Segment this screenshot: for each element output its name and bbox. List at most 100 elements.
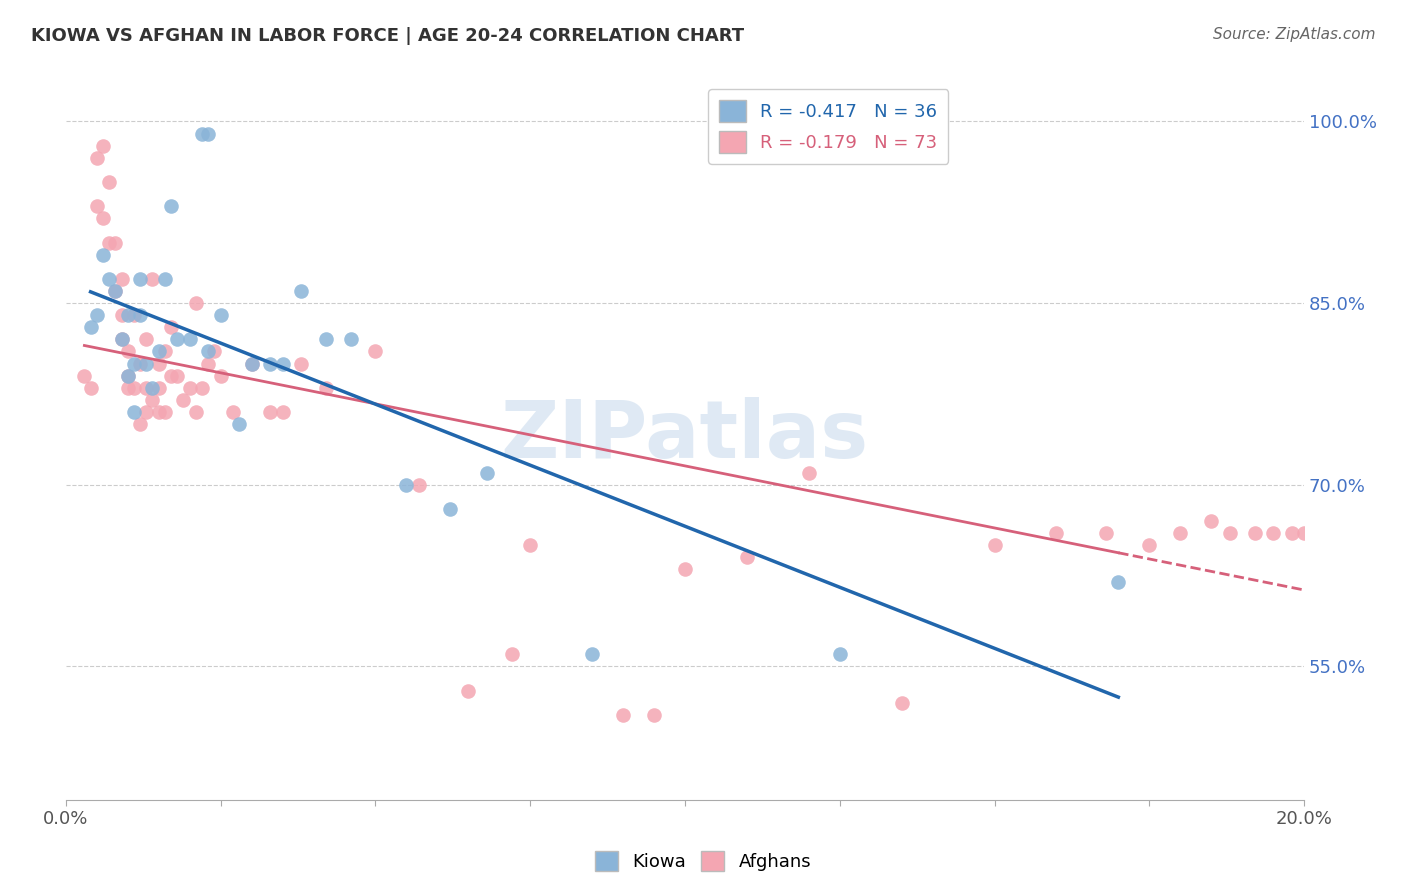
Point — [135, 405, 157, 419]
Point — [117, 344, 139, 359]
Point — [153, 344, 176, 359]
Point — [117, 368, 139, 383]
Point — [79, 320, 101, 334]
Point — [1281, 526, 1303, 541]
Point — [117, 308, 139, 322]
Point — [129, 308, 152, 322]
Point — [1219, 526, 1241, 541]
Point — [110, 272, 132, 286]
Point — [197, 344, 219, 359]
Point — [122, 381, 145, 395]
Point — [141, 272, 163, 286]
Point — [395, 477, 418, 491]
Point — [643, 707, 665, 722]
Legend: R = -0.417   N = 36, R = -0.179   N = 73: R = -0.417 N = 36, R = -0.179 N = 73 — [709, 89, 948, 164]
Point — [1324, 514, 1347, 528]
Point — [135, 357, 157, 371]
Point — [104, 284, 127, 298]
Point — [86, 199, 108, 213]
Point — [117, 368, 139, 383]
Point — [222, 405, 245, 419]
Legend: Kiowa, Afghans: Kiowa, Afghans — [588, 844, 818, 879]
Point — [148, 405, 170, 419]
Point — [1261, 526, 1284, 541]
Text: ZIPatlas: ZIPatlas — [501, 397, 869, 475]
Point — [1137, 538, 1160, 552]
Text: KIOWA VS AFGHAN IN LABOR FORCE | AGE 20-24 CORRELATION CHART: KIOWA VS AFGHAN IN LABOR FORCE | AGE 20-… — [31, 27, 744, 45]
Point — [129, 272, 152, 286]
Point — [1336, 514, 1358, 528]
Point — [179, 381, 201, 395]
Point — [191, 381, 214, 395]
Point — [797, 466, 820, 480]
Point — [612, 707, 634, 722]
Point — [240, 357, 263, 371]
Point — [983, 538, 1005, 552]
Point — [1168, 526, 1191, 541]
Point — [890, 696, 912, 710]
Point — [129, 357, 152, 371]
Point — [1045, 526, 1067, 541]
Point — [240, 357, 263, 371]
Point — [79, 381, 101, 395]
Point — [202, 344, 225, 359]
Point — [110, 332, 132, 346]
Point — [135, 381, 157, 395]
Point — [98, 175, 121, 189]
Point — [673, 562, 696, 576]
Point — [148, 344, 170, 359]
Point — [1095, 526, 1118, 541]
Point — [315, 332, 337, 346]
Point — [110, 332, 132, 346]
Point — [86, 308, 108, 322]
Point — [129, 417, 152, 431]
Point — [259, 357, 281, 371]
Point — [184, 296, 207, 310]
Point — [122, 308, 145, 322]
Point — [98, 272, 121, 286]
Point — [117, 381, 139, 395]
Point — [184, 405, 207, 419]
Point — [1312, 514, 1334, 528]
Text: Source: ZipAtlas.com: Source: ZipAtlas.com — [1212, 27, 1375, 42]
Point — [160, 199, 183, 213]
Point — [228, 417, 250, 431]
Point — [408, 477, 430, 491]
Point — [141, 392, 163, 407]
Point — [290, 284, 312, 298]
Point — [197, 127, 219, 141]
Point — [98, 235, 121, 250]
Point — [315, 381, 337, 395]
Point — [166, 332, 188, 346]
Point — [197, 357, 219, 371]
Point — [153, 272, 176, 286]
Point — [339, 332, 361, 346]
Point — [122, 405, 145, 419]
Point — [91, 247, 114, 261]
Point — [364, 344, 387, 359]
Point — [135, 332, 157, 346]
Point — [160, 320, 183, 334]
Point — [475, 466, 498, 480]
Point — [457, 683, 479, 698]
Point — [501, 647, 523, 661]
Point — [148, 357, 170, 371]
Point — [209, 308, 232, 322]
Point — [104, 235, 127, 250]
Point — [141, 381, 163, 395]
Point — [735, 550, 758, 565]
Point — [172, 392, 194, 407]
Point — [1199, 514, 1222, 528]
Point — [271, 405, 294, 419]
Point — [122, 357, 145, 371]
Point — [91, 138, 114, 153]
Point — [209, 368, 232, 383]
Point — [439, 502, 461, 516]
Point — [73, 368, 96, 383]
Point — [166, 368, 188, 383]
Point — [110, 308, 132, 322]
Point — [271, 357, 294, 371]
Point — [148, 381, 170, 395]
Point — [1243, 526, 1265, 541]
Point — [153, 405, 176, 419]
